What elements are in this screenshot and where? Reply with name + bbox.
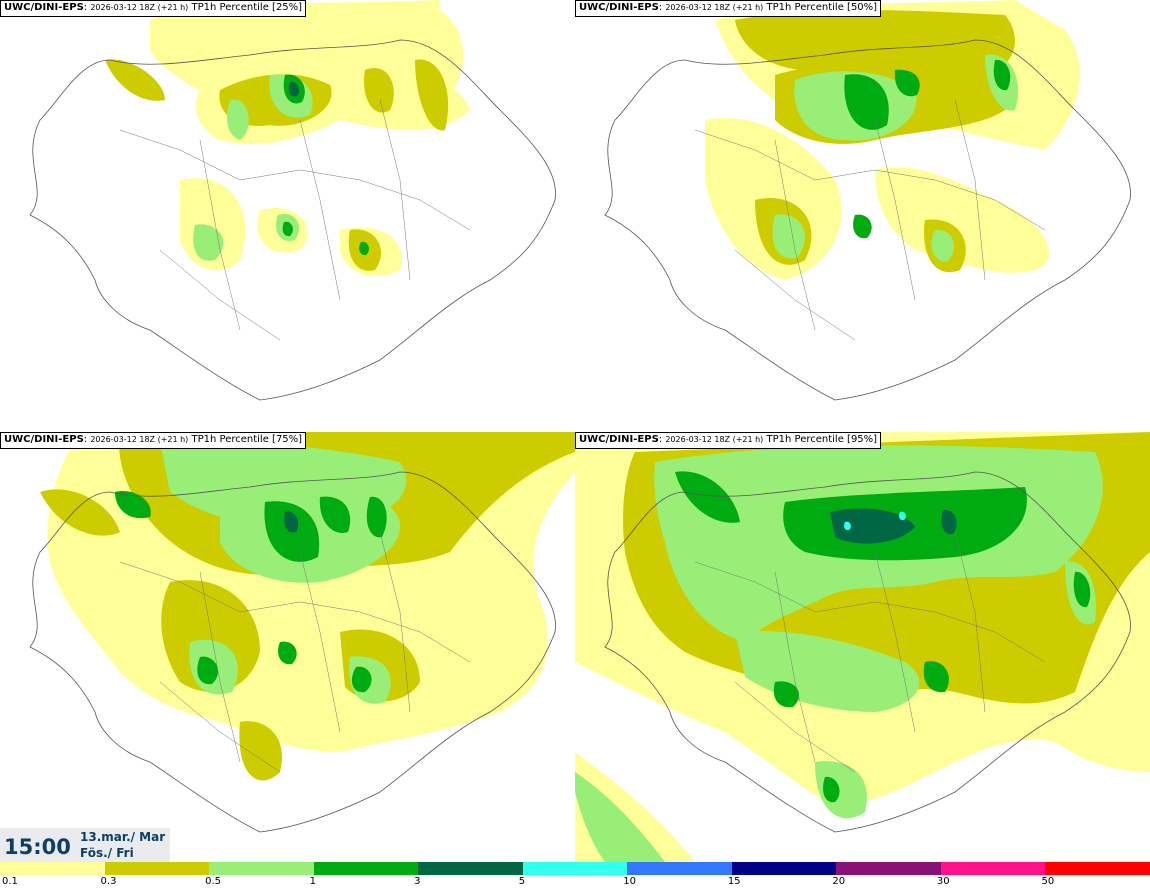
percentile-label: [25%] (272, 2, 303, 13)
model-name: UWC/DINI-EPS (579, 2, 659, 13)
colorbar-tick-label: 0.5 (205, 876, 221, 887)
colorbar-tick-label: 3 (414, 876, 421, 887)
colorbar-segment (104, 862, 210, 875)
colorbar-segment (1045, 862, 1150, 875)
panel-title-p75: UWC/DINI-EPS: 2026-03-12 18Z (+21 h) TP1… (0, 432, 307, 449)
colorbar-segment (0, 862, 105, 875)
map-panel-p75: UWC/DINI-EPS: 2026-03-12 18Z (+21 h) TP1… (0, 432, 575, 862)
run-time: 2026-03-12 18Z (+21 h) (665, 435, 764, 444)
valid-time-box: 15:00 13.mar./ Mar Fös./ Fri (0, 828, 170, 862)
variable-name: TP1h Percentile (191, 434, 269, 445)
variable-name: TP1h Percentile (766, 434, 844, 445)
colorbar-segment (731, 862, 837, 875)
colorbar-tick-label: 0.1 (2, 876, 18, 887)
colorbar-segment (313, 862, 419, 875)
precip-map-p25 (29, 0, 556, 401)
colorbar-tick-label: 20 (832, 876, 846, 887)
map-panel-p95: UWC/DINI-EPS: 2026-03-12 18Z (+21 h) TP1… (575, 432, 1150, 862)
percentile-label: [75%] (272, 434, 303, 445)
run-time: 2026-03-12 18Z (+21 h) (90, 3, 189, 12)
run-time: 2026-03-12 18Z (+21 h) (90, 435, 189, 444)
panel-title-p25: UWC/DINI-EPS: 2026-03-12 18Z (+21 h) TP1… (0, 0, 307, 17)
colorbar (0, 862, 1150, 875)
colorbar-segment (522, 862, 628, 875)
precip-map-p75 (29, 432, 575, 833)
precip-map-p50 (604, 0, 1131, 401)
colorbar-tick-label: 5 (518, 876, 526, 887)
model-name: UWC/DINI-EPS (4, 2, 84, 13)
valid-weekday: Fös./ Fri (80, 846, 134, 860)
valid-hour: 15:00 (4, 835, 71, 859)
colorbar-tick-label: 15 (727, 876, 741, 887)
colorbar-tick-label: 10 (623, 876, 636, 887)
map-panel-p50: UWC/DINI-EPS: 2026-03-12 18Z (+21 h) TP1… (575, 0, 1150, 430)
precip-map-p95 (575, 432, 1150, 862)
colorbar-segment (940, 862, 1046, 875)
colorbar-tick-label: 0.3 (100, 876, 117, 887)
run-time: 2026-03-12 18Z (+21 h) (665, 3, 764, 12)
valid-date: 13.mar./ Mar (80, 830, 166, 844)
percentile-label: [95%] (847, 434, 878, 445)
colorbar-tick-label: 1 (309, 876, 316, 887)
map-panel-p25: UWC/DINI-EPS: 2026-03-12 18Z (+21 h) TP1… (0, 0, 575, 430)
colorbar-ticks: 0.1 0.3 0.5 1 3 5 10 15 20 30 50 (0, 876, 1150, 890)
colorbar-segment (836, 862, 941, 875)
colorbar-segment (209, 862, 314, 875)
colorbar-segment (627, 862, 732, 875)
model-name: UWC/DINI-EPS (4, 434, 84, 445)
model-name: UWC/DINI-EPS (579, 434, 659, 445)
panel-title-p50: UWC/DINI-EPS: 2026-03-12 18Z (+21 h) TP1… (575, 0, 882, 17)
colorbar-tick-label: 50 (1041, 876, 1055, 887)
variable-name: TP1h Percentile (766, 2, 844, 13)
colorbar-segment (418, 862, 523, 875)
colorbar-tick-label: 30 (936, 876, 950, 887)
panel-title-p95: UWC/DINI-EPS: 2026-03-12 18Z (+21 h) TP1… (575, 432, 882, 449)
percentile-label: [50%] (847, 2, 878, 13)
variable-name: TP1h Percentile (191, 2, 269, 13)
